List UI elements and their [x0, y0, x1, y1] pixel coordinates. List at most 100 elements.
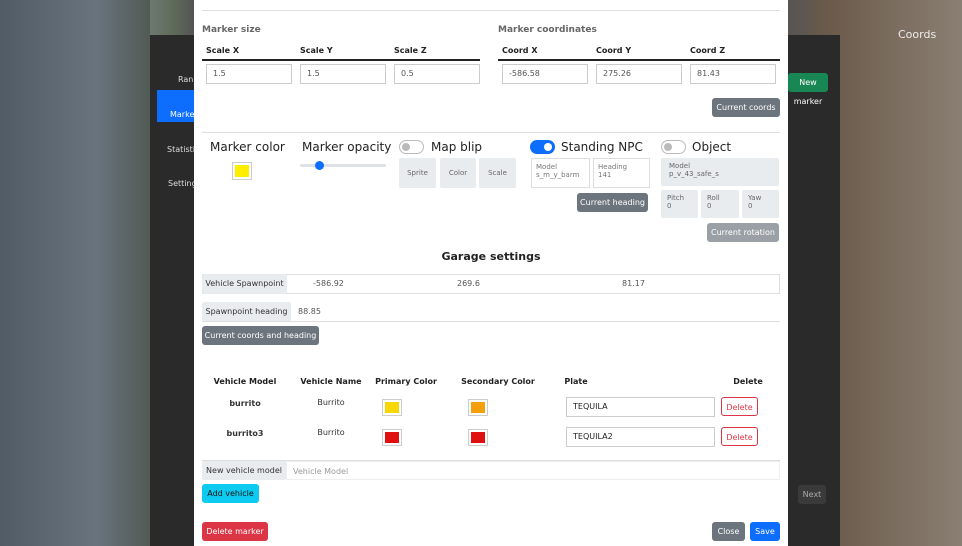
table-header: Vehicle Model	[213, 377, 277, 386]
object-model[interactable]: Model p_v_43_safe_s	[661, 158, 779, 186]
spawn-x[interactable]: -586.92	[313, 279, 344, 288]
input-label: Spawnpoint heading	[202, 302, 291, 321]
vehicle-name: Burrito	[317, 428, 345, 437]
header-rule	[498, 59, 780, 61]
label: Marker color	[210, 140, 285, 154]
close-button[interactable]: Close	[712, 522, 745, 541]
field-label: Heading	[598, 163, 628, 171]
slider-thumb[interactable]	[315, 161, 324, 170]
text-input[interactable]: 0.5	[394, 64, 480, 84]
column-label: Coord Z	[690, 46, 726, 55]
swatch-fill	[471, 432, 485, 443]
toggle[interactable]	[661, 140, 686, 154]
add-vehicle-button[interactable]: Add vehicle	[202, 484, 259, 503]
blip-button[interactable]: Sprite	[399, 158, 436, 188]
modal: Marker size Marker coordinates Scale X 1.…	[194, 0, 788, 546]
table-header: Plate	[564, 377, 588, 386]
divider	[202, 460, 780, 461]
dim	[0, 0, 150, 546]
field-value: 0	[707, 202, 712, 210]
field-label: Model	[536, 163, 558, 171]
pitch[interactable]: Pitch 0	[661, 190, 698, 218]
active-tab	[157, 90, 194, 122]
current-heading-button[interactable]: Current heading	[577, 193, 648, 212]
label: Object	[692, 140, 732, 154]
section-title: Marker size	[202, 25, 261, 35]
table-header: Primary Color	[375, 377, 437, 386]
column-label: Coord Y	[596, 46, 632, 55]
field-label: Model	[669, 162, 691, 170]
swatch-fill	[235, 165, 249, 177]
color-swatch[interactable]	[468, 429, 488, 446]
color-swatch[interactable]	[382, 429, 402, 446]
field-value: 141	[598, 171, 612, 179]
sidebar-item[interactable]: Ranki	[178, 75, 201, 84]
field-value: s_m_y_barm	[536, 171, 580, 179]
column-label: Coord X	[502, 46, 538, 55]
delete-marker-button[interactable]: Delete marker	[202, 522, 268, 541]
text-input[interactable]: 81.43	[690, 64, 776, 84]
current-coords-button[interactable]: Current coords	[712, 98, 780, 117]
text-input[interactable]: 1.5	[206, 64, 292, 84]
vehicle-model: burrito3	[226, 429, 264, 438]
table-header: Vehicle Name	[300, 377, 362, 386]
column-label: Scale X	[206, 46, 240, 55]
roll[interactable]: Roll 0	[701, 190, 739, 218]
color-swatch[interactable]	[468, 399, 488, 416]
field-label: Roll	[707, 194, 720, 202]
toggle[interactable]	[399, 140, 424, 154]
spawn-y[interactable]: 269.6	[457, 279, 480, 288]
table-header: Delete	[733, 377, 763, 386]
spawn-z[interactable]: 81.17	[622, 279, 645, 288]
table-header: Secondary Color	[461, 377, 535, 386]
color-swatch[interactable]	[382, 399, 402, 416]
label: Standing NPC	[561, 140, 643, 154]
delete-button[interactable]: Delete	[721, 427, 758, 446]
text-input[interactable]: -586.58	[502, 64, 588, 84]
field-value: 0	[667, 202, 672, 210]
plate-input[interactable]: TEQUILA2	[566, 427, 715, 447]
vehicle-model: burrito	[229, 399, 261, 408]
delete-button[interactable]: Delete	[721, 397, 758, 416]
npc-model[interactable]: Model s_m_y_barm	[531, 158, 590, 188]
new-marker-button[interactable]: New marker	[788, 73, 828, 106]
field-label: Pitch	[667, 194, 685, 202]
divider	[202, 10, 780, 11]
garage-title: Garage settings	[441, 250, 541, 263]
blip-button[interactable]: Scale	[479, 158, 516, 188]
divider	[202, 132, 780, 133]
column-label: Scale Z	[394, 46, 427, 55]
hud-coords: Coords	[898, 28, 937, 41]
text-input[interactable]: 275.26	[596, 64, 682, 84]
input-label: New vehicle model	[202, 461, 286, 480]
color-swatch[interactable]	[232, 162, 252, 180]
vehicle-model-input[interactable]: Vehicle Model	[286, 461, 780, 480]
header-rule	[202, 59, 480, 61]
blip-button[interactable]: Color	[440, 158, 476, 188]
npc-heading[interactable]: Heading 141	[593, 158, 650, 188]
spawn-heading[interactable]: 88.85	[298, 307, 321, 316]
opacity-slider[interactable]	[300, 164, 386, 167]
plate-input[interactable]: TEQUILA	[566, 397, 715, 417]
next-button[interactable]: Next	[798, 485, 826, 504]
text-input[interactable]: 1.5	[300, 64, 386, 84]
sidebar-item[interactable]: Settings	[168, 179, 201, 188]
sidebar-item[interactable]: Marker	[170, 110, 198, 119]
toggle[interactable]	[530, 140, 555, 154]
field-value: 0	[748, 202, 753, 210]
field-value: p_v_43_safe_s	[669, 170, 719, 178]
label: Marker opacity	[302, 140, 392, 154]
swatch-fill	[385, 402, 399, 413]
column-label: Scale Y	[300, 46, 333, 55]
current-coords-heading-button[interactable]: Current coords and heading	[202, 326, 319, 345]
input-label: Vehicle Spawnpoint	[202, 274, 287, 294]
yaw[interactable]: Yaw 0	[742, 190, 779, 218]
sidebar-item[interactable]: Statistics	[167, 145, 204, 154]
save-button[interactable]: Save	[750, 522, 780, 541]
spawnpoint-row	[202, 274, 780, 294]
swatch-fill	[385, 432, 399, 443]
current-rotation-button[interactable]: Current rotation	[707, 223, 779, 242]
section-title: Marker coordinates	[498, 25, 597, 35]
swatch-fill	[471, 402, 485, 413]
